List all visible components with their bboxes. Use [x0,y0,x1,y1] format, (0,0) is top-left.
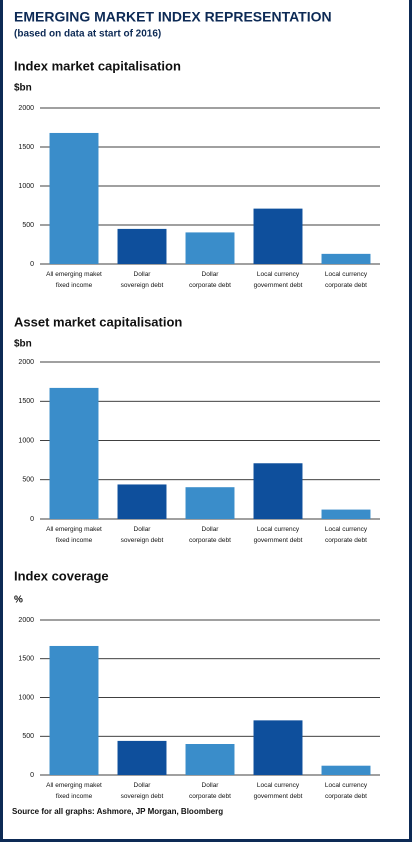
bar [321,765,371,775]
x-tick-label: Local currency government debt [254,271,303,289]
bar [321,253,371,264]
y-tick-label: 0 [30,516,34,523]
page-subtitle: (based on data at start of 2016) [14,29,161,40]
x-tick-label: Dollar sovereign debt [121,526,164,544]
y-axis-label: $bn [14,339,32,350]
bar [49,645,99,775]
bar [117,484,167,519]
bar [321,509,371,519]
y-axis-label: % [14,595,23,606]
x-tick-label: Local currency corporate debt [325,271,368,289]
bar [185,744,235,775]
y-tick-label: 0 [30,772,34,779]
source: Source for all graphs: Ashmore, JP Morga… [12,807,223,816]
bar [185,232,235,264]
y-tick-label: 2000 [18,359,34,366]
bar [117,228,167,264]
x-tick-label: Local currency corporate debt [325,782,368,800]
y-tick-label: 1000 [18,183,34,190]
page-title: EMERGING MARKET INDEX REPRESENTATION [14,9,332,25]
y-tick-label: 500 [22,222,34,229]
y-tick-label: 1500 [18,398,34,405]
y-tick-label: 1000 [18,694,34,701]
y-tick-label: 1000 [18,437,34,444]
bar [253,208,303,264]
x-tick-label: Dollar sovereign debt [121,782,164,800]
bar [49,387,99,519]
y-tick-label: 2000 [18,617,34,624]
y-tick-label: 1500 [18,144,34,151]
x-tick-label: Local currency government debt [254,782,303,800]
x-tick-label: All emerging maket fixed income [46,526,102,544]
bar [253,463,303,519]
y-tick-label: 1500 [18,656,34,663]
x-tick-label: All emerging maket fixed income [46,271,102,289]
y-axis-label: $bn [14,83,32,94]
y-tick-label: 0 [30,261,34,268]
x-tick-label: Local currency corporate debt [325,526,368,544]
x-tick-label: Dollar corporate debt [189,782,231,800]
y-tick-label: 2000 [18,105,34,112]
bar [49,132,99,264]
chart-title: Index coverage [14,568,109,583]
bar [253,720,303,775]
bar [117,740,167,775]
bar [185,487,235,519]
chart-title: Index market capitalisation [14,58,181,73]
x-tick-label: Local currency government debt [254,526,303,544]
x-tick-label: Dollar corporate debt [189,526,231,544]
y-tick-label: 500 [22,477,34,484]
y-tick-label: 500 [22,733,34,740]
chart-title: Asset market capitalisation [14,314,182,329]
x-tick-label: All emerging maket fixed income [46,782,102,800]
x-tick-label: Dollar sovereign debt [121,271,164,289]
x-tick-label: Dollar corporate debt [189,271,231,289]
